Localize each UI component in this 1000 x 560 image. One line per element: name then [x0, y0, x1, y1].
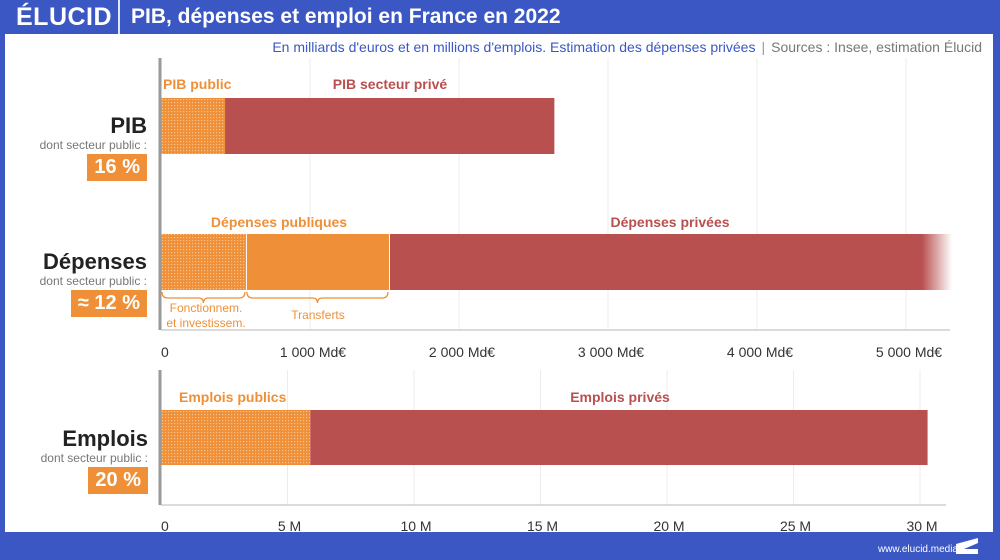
bar-dep-private	[389, 234, 923, 290]
x-tick-label: 0	[161, 518, 169, 534]
header-bar: ÉLUCID PIB, dépenses et emploi en France…	[0, 0, 1000, 34]
bar-dep-fonctionnement	[161, 234, 246, 290]
row-title: Dépenses	[43, 249, 147, 274]
x-tick-label: 10 M	[400, 518, 431, 534]
brace-transferts	[246, 291, 389, 304]
label-dep-fonct-line2: et investissem.	[166, 316, 245, 330]
label-emplois-private: Emplois privés	[570, 389, 670, 405]
elucid-flag-icon	[956, 538, 978, 554]
x-tick-label: 15 M	[527, 518, 558, 534]
x-tick-label: 1 000 Md€	[280, 344, 346, 360]
label-pib-public: PIB public	[163, 76, 232, 92]
share-badge: 16 %	[87, 154, 147, 181]
share-badge: ≈ 12 %	[70, 290, 147, 317]
bar-emplois-private	[310, 410, 928, 465]
row-note: dont secteur public :	[39, 138, 147, 152]
row-label-pib: PIB dont secteur public : 16 %	[40, 114, 147, 181]
label-dep-fonct-line1: Fonctionnem.	[170, 301, 243, 315]
elucid-logo: ÉLUCID	[16, 3, 113, 31]
subtitle: En milliards d'euros et en millions d'em…	[272, 39, 982, 55]
sources-text: Sources : Insee, estimation Élucid	[771, 39, 982, 55]
bar-dep-transferts	[246, 234, 389, 290]
label-dep-private: Dépenses privées	[610, 214, 729, 230]
subtitle-separator: |	[761, 39, 766, 55]
label-pib-private: PIB secteur privé	[333, 76, 448, 92]
header-divider	[118, 0, 120, 34]
axis-ticks: 0 1 000 Md€ 2 000 Md€ 3 000 Md€ 4 000 Md€ 5 0…	[161, 344, 942, 534]
x-tick-label: 5 000 Md€	[876, 344, 942, 360]
share-badge: 20 %	[88, 467, 148, 494]
label-emplois-public: Emplois publics	[179, 389, 287, 405]
bar-dep-private-fade	[922, 234, 952, 290]
top-panel	[5, 34, 993, 364]
x-tick-label: 5 M	[278, 518, 301, 534]
bar-emplois-public	[161, 410, 311, 465]
x-tick-label: 2 000 Md€	[429, 344, 495, 360]
brace-fonctionnement	[161, 291, 246, 304]
bar-pib-public	[161, 98, 226, 154]
row-label-depenses: Dépenses dont secteur public : ≈ 12 %	[40, 250, 147, 317]
chart-title: PIB, dépenses et emploi en France en 202…	[131, 5, 561, 28]
bar-pib-private	[225, 98, 555, 154]
x-tick-label: 30 M	[906, 518, 937, 534]
row-note: dont secteur public :	[39, 274, 147, 288]
x-tick-label: 25 M	[780, 518, 811, 534]
row-title: Emplois	[62, 426, 148, 451]
subtitle-text: En milliards d'euros et en millions d'em…	[272, 39, 756, 55]
footer-url: www.elucid.media	[877, 544, 958, 555]
x-tick-label: 4 000 Md€	[727, 344, 793, 360]
x-tick-label: 0	[161, 344, 169, 360]
row-label-emplois: Emplois dont secteur public : 20 %	[41, 427, 148, 494]
x-tick-label: 20 M	[653, 518, 684, 534]
label-dep-public: Dépenses publiques	[211, 214, 347, 230]
bars	[161, 98, 952, 465]
label-dep-transferts: Transferts	[291, 308, 345, 322]
x-tick-label: 3 000 Md€	[578, 344, 644, 360]
segment-labels: PIB public PIB secteur privé Dépenses publ…	[161, 76, 730, 405]
row-title: PIB	[110, 113, 147, 138]
row-note: dont secteur public :	[40, 451, 148, 465]
